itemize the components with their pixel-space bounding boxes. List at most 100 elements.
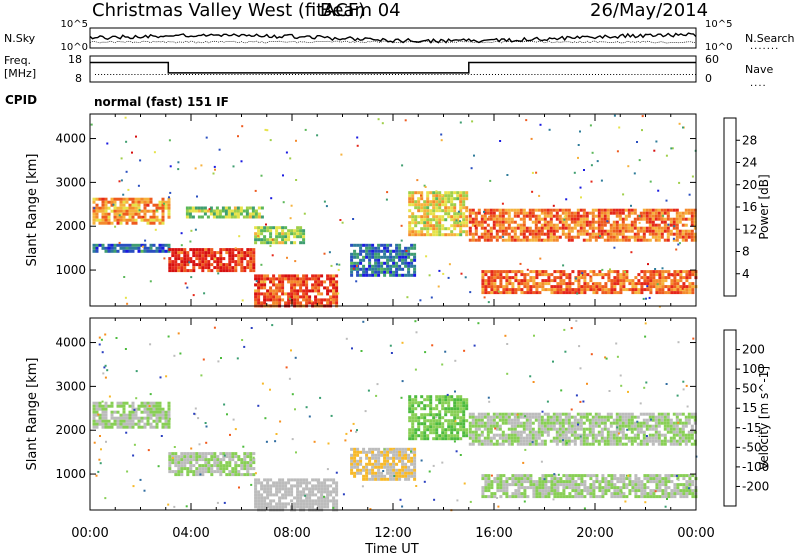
power-echo-cell xyxy=(654,214,658,218)
nave-dot xyxy=(231,74,233,75)
velocity-echo-cell xyxy=(639,430,643,434)
velocity-echo-cell xyxy=(140,419,144,423)
velocity-echo-cell xyxy=(122,416,126,420)
power-echo-cell xyxy=(183,254,187,258)
power-echo-cell xyxy=(678,232,682,236)
power-scatter-point xyxy=(483,296,486,299)
velocity-echo-cell xyxy=(350,453,354,457)
velocity-echo-cell xyxy=(423,416,427,420)
velocity-echo-cell xyxy=(525,436,529,440)
nave-dot xyxy=(682,74,684,75)
velocity-echo-cell xyxy=(465,434,469,438)
velocity-echo-cell xyxy=(447,437,451,441)
velocity-echo-cell xyxy=(510,439,514,443)
power-echo-cell xyxy=(398,273,402,277)
velocity-echo-cell xyxy=(600,430,604,434)
power-echo-cell xyxy=(335,280,339,284)
velocity-echo-cell xyxy=(164,410,168,414)
velocity-echo-cell xyxy=(302,481,306,485)
velocity-echo-cell xyxy=(678,439,682,443)
power-echo-cell xyxy=(459,227,463,231)
power-echo-cell xyxy=(251,212,255,216)
power-echo-cell xyxy=(637,288,641,292)
velocity-echo-cell xyxy=(168,464,172,468)
velocity-echo-cell xyxy=(529,477,533,481)
nave-dot xyxy=(328,74,330,75)
power-echo-cell xyxy=(687,235,691,239)
velocity-echo-cell xyxy=(522,436,526,440)
velocity-echo-cell xyxy=(299,496,303,500)
power-echo-cell xyxy=(513,226,517,230)
power-echo-cell xyxy=(221,206,225,210)
velocity-echo-cell xyxy=(177,470,181,474)
velocity-echo-cell xyxy=(186,452,190,456)
nave-dot xyxy=(149,74,151,75)
power-echo-cell xyxy=(350,264,354,268)
velocity-echo-cell xyxy=(523,495,527,499)
velocity-echo-cell xyxy=(377,456,381,460)
nave-dot xyxy=(476,74,478,75)
power-echo-cell xyxy=(314,277,318,281)
velocity-echo-cell xyxy=(622,492,626,496)
velocity-echo-cell xyxy=(666,415,670,419)
nave-dot xyxy=(201,74,203,75)
power-echo-cell xyxy=(230,212,234,216)
velocity-echo-cell xyxy=(195,452,199,456)
power-echo-cell xyxy=(516,211,520,215)
power-echo-cell xyxy=(110,243,114,247)
velocity-echo-cell xyxy=(456,428,460,432)
power-echo-cell xyxy=(113,209,117,213)
power-echo-cell xyxy=(444,218,448,222)
power-echo-cell xyxy=(101,197,105,201)
power-echo-cell xyxy=(263,226,267,230)
power-echo-cell xyxy=(447,191,451,195)
power-echo-cell xyxy=(444,191,448,195)
velocity-echo-cell xyxy=(600,418,604,422)
power-echo-cell xyxy=(654,235,658,239)
velocity-echo-cell xyxy=(326,490,330,494)
power-echo-cell xyxy=(643,288,647,292)
power-echo-cell xyxy=(257,215,261,219)
power-echo-cell xyxy=(526,282,530,286)
velocity-echo-cell xyxy=(432,425,436,429)
power-echo-cell xyxy=(615,226,619,230)
velocity-echo-cell xyxy=(131,410,135,414)
velocity-echo-cell xyxy=(174,458,178,462)
power-echo-cell xyxy=(432,206,436,210)
velocity-echo-cell xyxy=(128,413,132,417)
velocity-echo-cell xyxy=(128,425,132,429)
power-echo-cell xyxy=(134,209,138,213)
power-echo-cell xyxy=(493,270,497,274)
velocity-echo-cell xyxy=(574,486,578,490)
velocity-echo-cell xyxy=(615,430,619,434)
power-scatter-point xyxy=(190,276,193,279)
velocity-echo-cell xyxy=(137,416,141,420)
power-echo-cell xyxy=(441,218,445,222)
power-echo-cell xyxy=(177,257,181,261)
power-echo-cell xyxy=(174,266,178,270)
velocity-echo-cell xyxy=(484,495,488,499)
power-echo-cell xyxy=(254,283,258,287)
power-echo-cell xyxy=(487,279,491,283)
velocity-echo-cell xyxy=(660,415,664,419)
power-echo-cell xyxy=(161,206,165,210)
power-echo-cell xyxy=(676,282,680,286)
power-echo-cell xyxy=(104,200,108,204)
power-echo-cell xyxy=(549,214,553,218)
power-echo-cell xyxy=(691,273,695,277)
velocity-echo-cell xyxy=(204,464,208,468)
nave-dot xyxy=(513,74,515,75)
velocity-echo-cell xyxy=(645,418,649,422)
power-echo-cell xyxy=(131,215,135,219)
power-echo-cell xyxy=(203,212,207,216)
nave-dot xyxy=(101,74,103,75)
velocity-echo-cell xyxy=(275,487,279,491)
power-scatter-point xyxy=(400,239,403,242)
power-echo-cell xyxy=(320,274,324,278)
power-echo-cell xyxy=(359,273,363,277)
velocity-echo-cell xyxy=(483,421,487,425)
power-echo-cell xyxy=(660,235,664,239)
velocity-echo-cell xyxy=(311,499,315,503)
velocity-echo-cell xyxy=(537,436,541,440)
power-echo-cell xyxy=(201,251,205,255)
